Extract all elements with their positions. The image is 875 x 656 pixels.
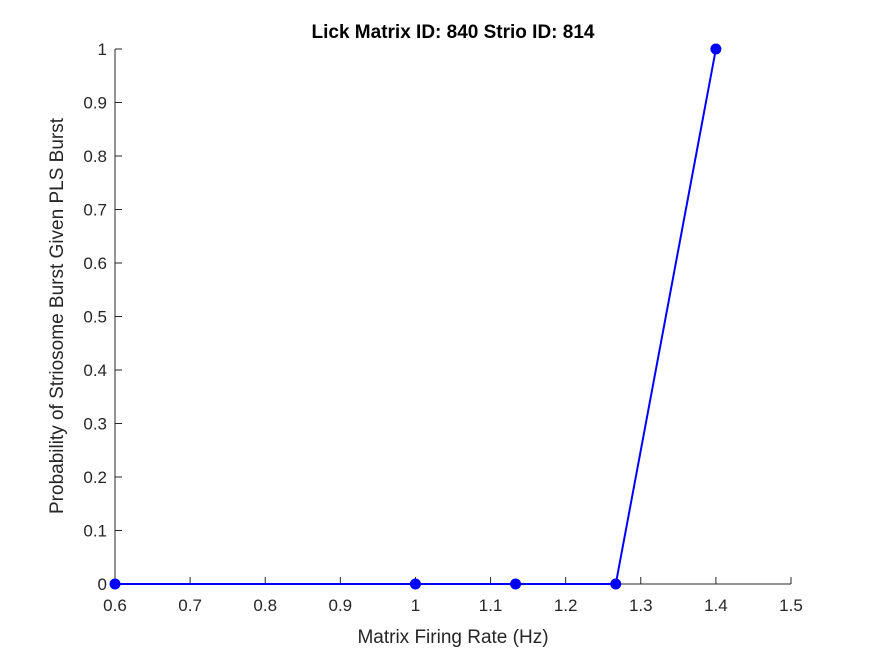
x-tick-label: 1.2 [554, 596, 578, 615]
x-tick-label: 1.1 [479, 596, 503, 615]
x-axis-ticks: 0.6 0.7 0.8 0.9 1 1.1 1.2 1.3 1.4 1.5 [103, 577, 803, 615]
chart-title: Lick Matrix ID: 840 Strio ID: 814 [312, 22, 595, 43]
series-layer [109, 43, 722, 590]
x-tick-label: 1 [411, 596, 420, 615]
y-tick-label: 1 [98, 40, 107, 59]
data-point [510, 578, 522, 590]
y-axis-label: Probability of Striosome Burst Given PLS… [47, 117, 68, 514]
y-tick-label: 0.7 [83, 201, 107, 220]
data-point [109, 578, 121, 590]
y-tick-label: 0.6 [83, 254, 107, 273]
data-point [409, 578, 421, 590]
x-tick-label: 0.9 [329, 596, 353, 615]
y-tick-label: 0.1 [83, 522, 107, 541]
y-tick-label: 0.5 [83, 308, 107, 327]
x-tick-label: 1.3 [629, 596, 653, 615]
y-tick-label: 0.2 [83, 468, 107, 487]
x-tick-label: 1.5 [779, 596, 803, 615]
x-axis-label: Matrix Firing Rate (Hz) [357, 627, 548, 648]
y-tick-label: 0.4 [83, 361, 107, 380]
y-tick-label: 0 [98, 575, 107, 594]
y-axis-ticks: 0 0.1 0.2 0.3 0.4 0.5 0.6 0.7 0.8 0.9 1 [83, 40, 122, 594]
y-tick-label: 0.3 [83, 415, 107, 434]
data-point [610, 578, 622, 590]
x-tick-label: 0.8 [253, 596, 277, 615]
y-tick-label: 0.9 [83, 94, 107, 113]
data-point [710, 43, 722, 55]
y-tick-label: 0.8 [83, 147, 107, 166]
x-tick-label: 0.7 [178, 596, 202, 615]
x-tick-label: 1.4 [704, 596, 728, 615]
x-tick-label: 0.6 [103, 596, 127, 615]
